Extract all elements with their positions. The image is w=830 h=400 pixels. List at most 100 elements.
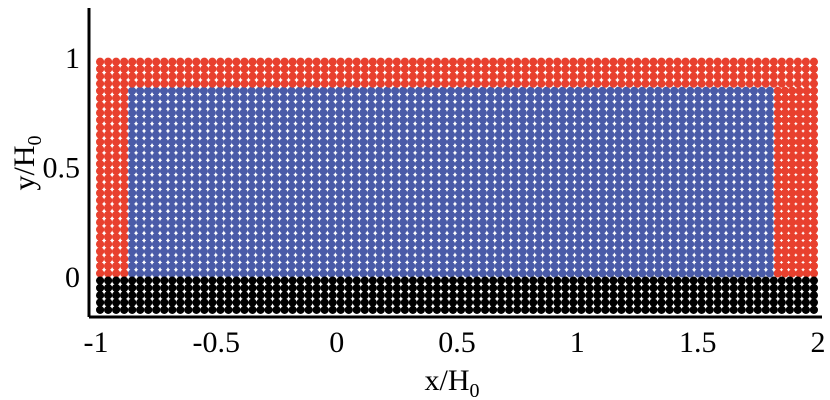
fluid-interior-particle — [327, 101, 336, 110]
moving-wall-particle — [304, 57, 313, 66]
fluid-interior-particle — [311, 225, 320, 234]
moving-wall-particle — [802, 181, 811, 190]
fluid-interior-particle — [574, 188, 583, 198]
fluid-interior-particle — [717, 86, 727, 95]
fixed-bottom-wall-particle — [208, 291, 217, 300]
fluid-interior-particle — [630, 94, 639, 103]
fluid-interior-particle — [295, 145, 304, 154]
fluid-interior-particle — [622, 174, 631, 183]
fixed-bottom-wall-particle — [200, 298, 209, 307]
fluid-interior-particle — [239, 247, 248, 256]
fluid-interior-particle — [223, 203, 232, 212]
fixed-bottom-wall-particle — [729, 291, 738, 300]
fluid-interior-particle — [128, 130, 137, 139]
fixed-bottom-wall-particle — [240, 276, 249, 285]
moving-wall-particle — [192, 72, 201, 81]
moving-wall-particle — [513, 57, 522, 66]
fluid-interior-particle — [446, 218, 456, 227]
fluid-interior-particle — [534, 232, 543, 241]
fluid-interior-particle — [367, 86, 376, 95]
fluid-interior-particle — [510, 130, 519, 139]
fixed-bottom-wall-particle — [432, 305, 442, 314]
fluid-interior-particle — [255, 115, 264, 125]
fluid-interior-particle — [694, 86, 703, 95]
fluid-interior-particle — [159, 145, 169, 154]
fixed-bottom-wall-particle — [745, 305, 754, 314]
fixed-bottom-wall-particle — [553, 291, 562, 300]
fluid-interior-particle — [367, 115, 376, 125]
fluid-interior-particle — [199, 254, 208, 263]
fluid-interior-particle — [486, 94, 495, 103]
fluid-interior-particle — [558, 210, 567, 220]
moving-wall-particle — [328, 79, 337, 88]
fluid-interior-particle — [470, 181, 479, 190]
fluid-interior-particle — [454, 94, 464, 103]
fluid-interior-particle — [654, 137, 663, 147]
fluid-interior-particle — [590, 94, 599, 103]
fixed-bottom-wall-particle — [641, 298, 650, 307]
fluid-interior-particle — [399, 225, 408, 234]
fluid-interior-particle — [462, 203, 472, 212]
fluid-interior-particle — [167, 108, 177, 117]
fluid-interior-particle — [725, 94, 735, 103]
fluid-interior-particle — [407, 101, 416, 110]
fluid-interior-particle — [446, 247, 456, 256]
fluid-interior-particle — [335, 218, 344, 227]
fluid-interior-particle — [319, 181, 328, 190]
fluid-interior-particle — [566, 152, 575, 161]
fluid-interior-particle — [191, 269, 200, 278]
fluid-interior-particle — [271, 225, 280, 234]
fixed-bottom-wall-particle — [456, 291, 466, 300]
fluid-interior-particle — [741, 210, 751, 220]
fluid-interior-particle — [207, 115, 216, 125]
fluid-interior-particle — [709, 137, 719, 147]
moving-wall-particle — [120, 57, 129, 66]
moving-wall-particle — [795, 145, 804, 154]
moving-wall-particle — [809, 123, 819, 132]
fluid-interior-particle — [662, 218, 671, 227]
fluid-interior-particle — [223, 261, 232, 271]
fluid-interior-particle — [574, 101, 583, 110]
fluid-interior-particle — [510, 240, 519, 249]
moving-wall-particle — [320, 72, 329, 81]
fixed-bottom-wall-particle — [176, 291, 185, 300]
fixed-bottom-wall-particle — [120, 283, 129, 293]
fluid-interior-particle — [367, 137, 376, 147]
fluid-interior-particle — [438, 181, 448, 190]
fluid-interior-particle — [518, 145, 527, 154]
moving-wall-particle — [176, 57, 185, 66]
fluid-interior-particle — [438, 145, 448, 154]
fluid-interior-particle — [375, 181, 384, 190]
fluid-interior-particle — [287, 174, 296, 183]
fixed-bottom-wall-particle — [801, 276, 810, 285]
moving-wall-particle — [809, 210, 819, 220]
fluid-interior-particle — [582, 188, 591, 198]
fluid-interior-particle — [151, 203, 161, 212]
fluid-interior-particle — [614, 261, 623, 271]
fluid-interior-particle — [558, 123, 567, 132]
fluid-interior-particle — [343, 203, 352, 212]
moving-wall-particle — [795, 232, 804, 241]
fluid-interior-particle — [757, 240, 766, 249]
fluid-interior-particle — [159, 218, 169, 227]
moving-wall-particle — [802, 152, 811, 161]
fluid-interior-particle — [454, 218, 464, 227]
fixed-bottom-wall-particle — [232, 291, 241, 300]
fluid-interior-particle — [343, 254, 352, 263]
moving-wall-particle — [95, 79, 105, 88]
fluid-interior-particle — [694, 269, 703, 278]
fluid-interior-particle — [263, 123, 272, 132]
fixed-bottom-wall-particle — [192, 305, 201, 314]
fluid-interior-particle — [558, 108, 567, 117]
fluid-interior-particle — [351, 269, 360, 278]
fluid-interior-particle — [709, 174, 719, 183]
fixed-bottom-wall-particle — [673, 276, 682, 285]
moving-wall-particle — [360, 72, 369, 81]
fluid-interior-particle — [128, 167, 137, 176]
fluid-interior-particle — [422, 123, 432, 132]
fixed-bottom-wall-particle — [529, 291, 538, 300]
fluid-interior-particle — [526, 174, 535, 183]
fluid-interior-particle — [303, 261, 312, 271]
fluid-interior-particle — [191, 225, 200, 234]
fluid-interior-particle — [725, 269, 735, 278]
